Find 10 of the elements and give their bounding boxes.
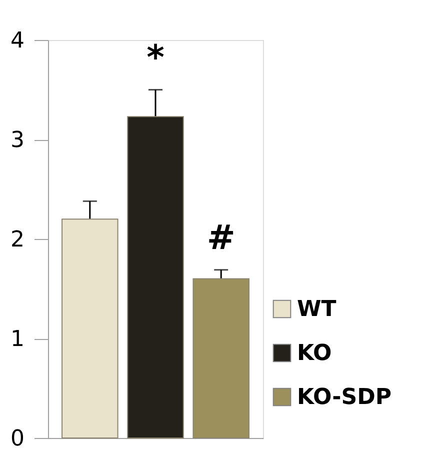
y-tick-label: 4 [10, 28, 24, 54]
y-tick-label: 1 [10, 327, 24, 352]
annotation: # [206, 218, 236, 258]
legend-label: KO-SDP [297, 385, 392, 410]
y-tick-label: 0 [10, 426, 24, 451]
annotation: * [146, 38, 165, 78]
legend-label: WT [297, 297, 336, 322]
legend-label: KO [297, 341, 332, 366]
y-tick-label: 3 [10, 128, 24, 153]
y-tick-label: 2 [10, 228, 24, 252]
